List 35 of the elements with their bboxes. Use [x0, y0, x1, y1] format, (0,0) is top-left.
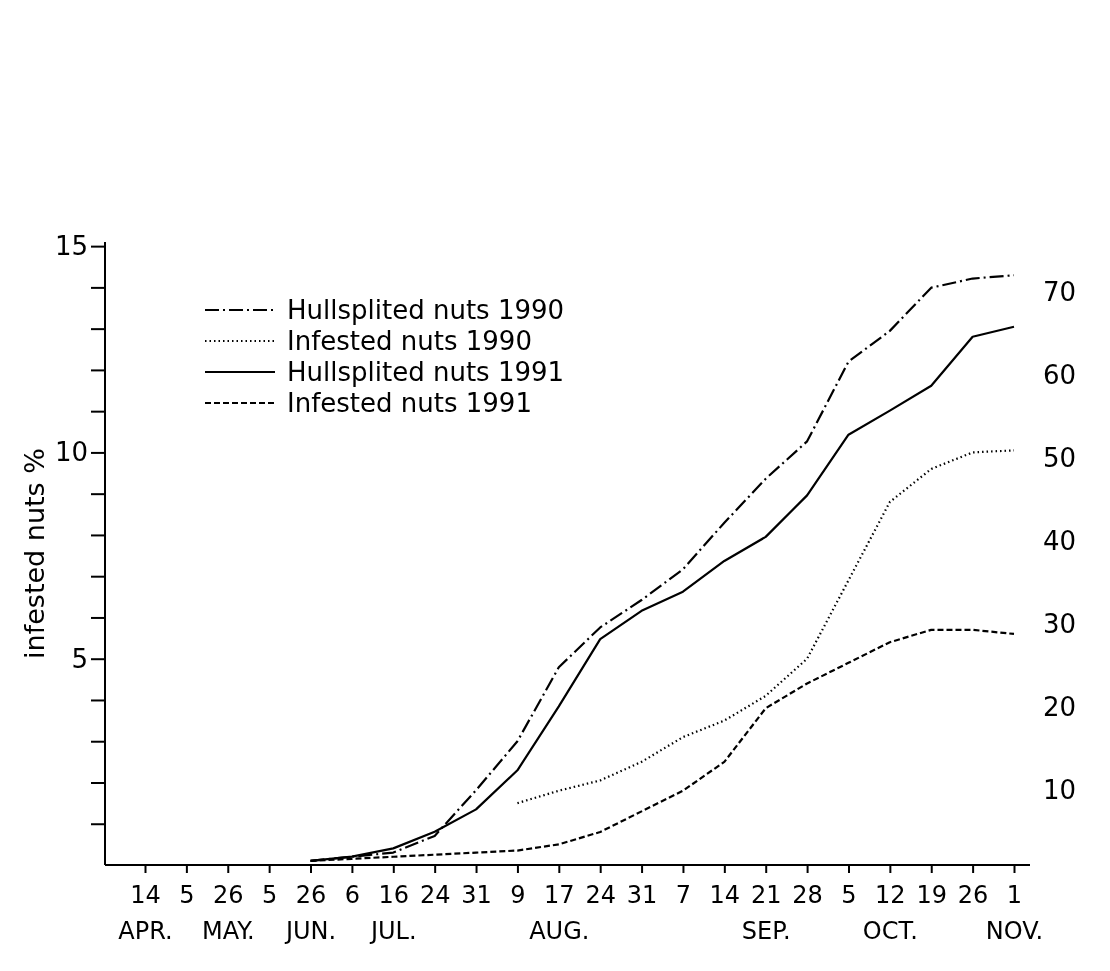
y2-tick-label: 40 — [1043, 525, 1077, 556]
y-tick-label: 5 — [71, 643, 88, 674]
x-tick-label: 14 — [709, 881, 741, 909]
x-tick-label: 6 — [344, 881, 361, 909]
x-tick-label: 9 — [510, 881, 526, 909]
y-tick-label: 15 — [54, 230, 88, 261]
x-tick-label: 5 — [841, 881, 857, 909]
y-tick-label: 10 — [54, 437, 88, 468]
y2-tick-label: 70 — [1043, 276, 1077, 307]
y2-tick-label: 50 — [1043, 442, 1077, 473]
y2-tick-label: 60 — [1043, 359, 1077, 390]
y-axis-title: infested nuts % — [19, 448, 50, 659]
legend-label: Hullsplited nuts 1991 — [287, 357, 565, 387]
x-tick-label: 19 — [916, 881, 948, 909]
x-tick-label: 26 JUN. — [283, 881, 337, 945]
x-tick-label: 14 APR. — [118, 881, 173, 945]
legend-label: Infested nuts 1990 — [287, 326, 532, 356]
x-tick-label: 21 SEP. — [741, 881, 791, 945]
y2-tick-label: 10 — [1043, 775, 1077, 806]
line-series — [516, 449, 1016, 805]
x-tick-label: 28 — [792, 881, 823, 909]
x-tick-label: 26 MAY. — [201, 881, 255, 945]
y2-tick-label: 20 — [1043, 691, 1077, 722]
legend-label: Infested nuts 1991 — [287, 388, 532, 418]
x-tick-label: 24 — [419, 881, 451, 909]
x-tick-label: 5 — [262, 881, 278, 909]
x-tick-label: 12 OCT. — [862, 881, 918, 945]
x-tick-label: 5 — [179, 881, 195, 909]
x-tick-label: 7 — [675, 881, 692, 909]
x-tick-label: 31 — [626, 881, 658, 909]
x-tick-label: 26 — [957, 881, 989, 909]
legend-label: Hullsplited nuts 1990 — [287, 295, 565, 325]
x-tick-label: 16 JUL. — [368, 881, 417, 945]
x-tick-label: 31 — [461, 881, 492, 909]
y2-tick-label: 30 — [1043, 608, 1077, 639]
